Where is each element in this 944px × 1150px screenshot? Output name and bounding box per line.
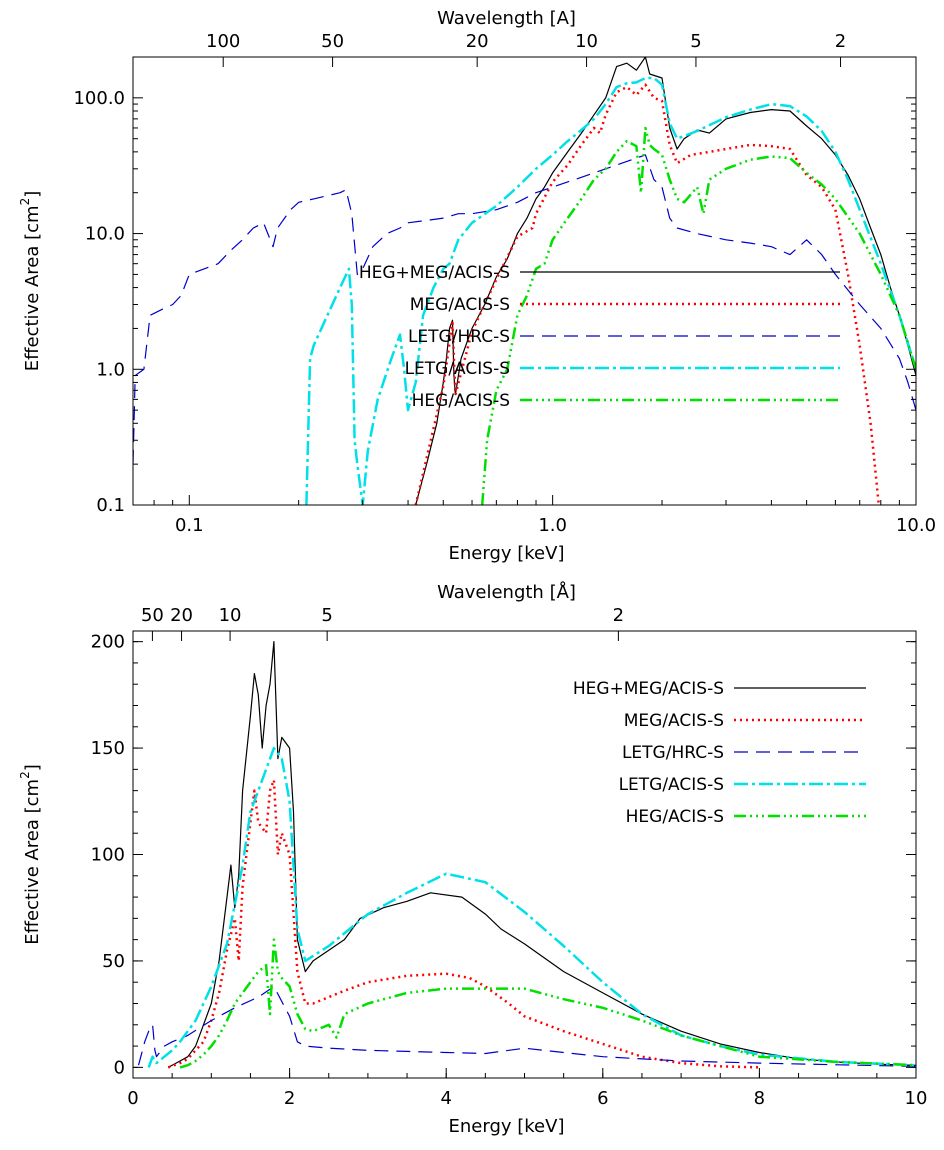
x-tick-label: 0 [127, 1088, 138, 1109]
top-axis-tick-label: 20 [466, 31, 489, 52]
x-tick-label: 8 [754, 1088, 765, 1109]
x-tick-label: 6 [597, 1088, 608, 1109]
plot-frame [132, 630, 917, 1079]
top-axis-tick-label: 10 [219, 605, 242, 626]
top-axis-tick-label: 20 [170, 605, 193, 626]
legend-label: LETG/ACIS-S [619, 775, 724, 795]
y-tick-label: 200 [91, 632, 125, 653]
series-line-heg-meg-acis-s [167, 641, 916, 1068]
y-tick-label: 100 [91, 845, 125, 866]
top-axis-title: Wavelength [A] [437, 8, 576, 29]
legend: HEG+MEG/ACIS-S MEG/ACIS-S LETG/HRC-S LETG/A… [573, 679, 866, 827]
legend-label: LETG/HRC-S [408, 327, 510, 347]
series-line-meg-acis-s [167, 778, 760, 1069]
top-axis-tick-label: 10 [575, 31, 598, 52]
series-line-letg-hrc-s [133, 154, 916, 465]
x-tick-label: 10.0 [896, 515, 936, 536]
legend-label: MEG/ACIS-S [624, 711, 724, 731]
top-axis-tick-label: 2 [613, 605, 624, 626]
series-line-letg-acis-s [305, 76, 916, 505]
y-axis-title: Effective Area [cm2] [18, 764, 43, 945]
plot-area [137, 641, 916, 1069]
legend-label: LETG/ACIS-S [405, 359, 510, 379]
series-line-heg-acis-s [480, 126, 916, 505]
top-axis-tick-label: 5 [690, 31, 701, 52]
legend-label: HEG+MEG/ACIS-S [573, 679, 724, 699]
legend-label: HEG/ACIS-S [626, 807, 724, 827]
legend-label: HEG/ACIS-S [412, 391, 510, 411]
legend-label: HEG+MEG/ACIS-S [359, 263, 510, 283]
series-line-letg-hrc-s [137, 985, 916, 1067]
top-axis-title: Wavelength [Å] [437, 581, 576, 603]
x-tick-label: 10 [905, 1088, 928, 1109]
y-axis-title-text: Effective Area [cm2] [18, 764, 43, 945]
y-tick-label: 0 [114, 1057, 125, 1078]
y-axis-title: Effective Area [cm2] [18, 191, 43, 372]
x-tick-label: 2 [284, 1088, 295, 1109]
plot-frame [132, 56, 917, 506]
legend-label: MEG/ACIS-S [410, 295, 510, 315]
y-tick-label: 50 [102, 951, 125, 972]
x-axis-title: Energy [keV] [449, 543, 565, 564]
top-axis-tick-label: 100 [206, 31, 240, 52]
series-line-letg-acis-s [147, 746, 916, 1068]
chart-panel-1: 0.1 1.0 10.0 0.1 1.0 10.0 100.0 100 50 20 10 5 2 Wave… [18, 8, 936, 564]
legend: HEG+MEG/ACIS-S MEG/ACIS-S LETG/HRC-S LETG/A… [359, 263, 840, 411]
top-axis-tick-label: 50 [141, 605, 164, 626]
series-line-heg-acis-s [179, 938, 916, 1069]
y-tick-label: 10.0 [85, 224, 125, 245]
y-tick-label: 150 [91, 738, 125, 759]
top-axis-tick-label: 5 [321, 605, 332, 626]
x-tick-label: 1.0 [538, 515, 567, 536]
y-axis-title-text: Effective Area [cm2] [18, 191, 43, 372]
top-axis-tick-label: 2 [835, 31, 846, 52]
x-axis-title: Energy [keV] [449, 1116, 565, 1137]
y-tick-label: 1.0 [96, 359, 125, 380]
x-tick-label: 0.1 [175, 515, 204, 536]
legend-label: LETG/HRC-S [622, 743, 724, 763]
top-axis-tick-label: 50 [321, 31, 344, 52]
y-tick-label: 100.0 [73, 88, 125, 109]
y-tick-label: 0.1 [96, 495, 125, 516]
series-line-meg-acis-s [414, 83, 881, 505]
plot-area [133, 57, 916, 505]
x-tick-label: 4 [440, 1088, 451, 1109]
